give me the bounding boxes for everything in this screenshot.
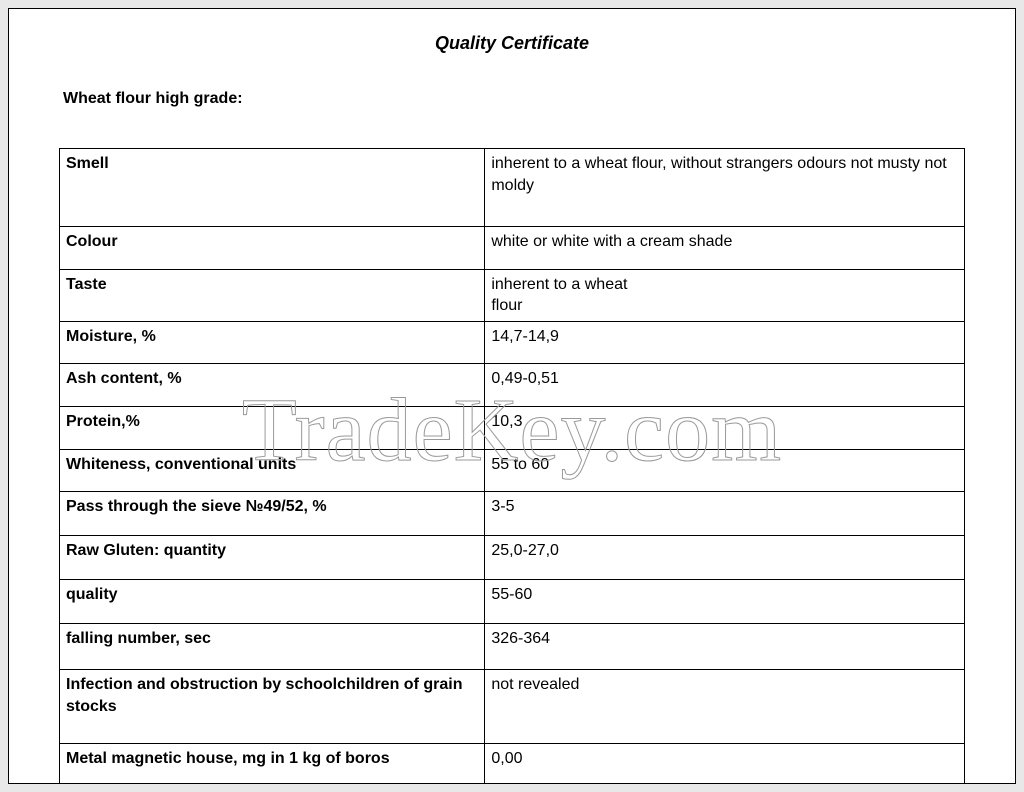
spec-value: inherent to a wheat flour xyxy=(485,269,965,321)
spec-name: Whiteness, conventional units xyxy=(60,449,485,492)
spec-value: 0,00 xyxy=(485,744,965,784)
spec-table: Smellinherent to a wheat flour, without … xyxy=(59,148,965,784)
spec-name: Metal magnetic house, mg in 1 kg of boro… xyxy=(60,744,485,784)
spec-name: Moisture, % xyxy=(60,321,485,364)
table-row: Infection and obstruction by schoolchild… xyxy=(60,670,965,744)
spec-name: Ash content, % xyxy=(60,364,485,407)
spec-value: 10,3 xyxy=(485,406,965,449)
spec-name: Infection and obstruction by schoolchild… xyxy=(60,670,485,744)
table-row: Moisture, %14,7-14,9 xyxy=(60,321,965,364)
spec-name: Smell xyxy=(60,149,485,227)
table-row: quality55-60 xyxy=(60,580,965,624)
spec-name: falling number, sec xyxy=(60,624,485,670)
table-row: Tasteinherent to a wheat flour xyxy=(60,269,965,321)
spec-value: inherent to a wheat flour, without stran… xyxy=(485,149,965,227)
spec-value: 0,49-0,51 xyxy=(485,364,965,407)
spec-value: 25,0-27,0 xyxy=(485,536,965,580)
table-row: Colourwhite or white with a cream shade xyxy=(60,227,965,270)
spec-name: Taste xyxy=(60,269,485,321)
spec-name: Raw Gluten: quantity xyxy=(60,536,485,580)
table-row: Whiteness, conventional units55 to 60 xyxy=(60,449,965,492)
spec-value: white or white with a cream shade xyxy=(485,227,965,270)
spec-name: Protein,% xyxy=(60,406,485,449)
spec-value: 55 to 60 xyxy=(485,449,965,492)
spec-value: 55-60 xyxy=(485,580,965,624)
table-row: Ash content, %0,49-0,51 xyxy=(60,364,965,407)
table-row: Pass through the sieve №49/52, %3-5 xyxy=(60,492,965,536)
spec-value: not revealed xyxy=(485,670,965,744)
spec-table-body: Smellinherent to a wheat flour, without … xyxy=(60,149,965,785)
spec-name: Pass through the sieve №49/52, % xyxy=(60,492,485,536)
document-page: Quality Certificate Wheat flour high gra… xyxy=(8,8,1016,784)
spec-value: 14,7-14,9 xyxy=(485,321,965,364)
table-row: Protein,%10,3 xyxy=(60,406,965,449)
spec-value: 326-364 xyxy=(485,624,965,670)
spec-name: Colour xyxy=(60,227,485,270)
table-row: falling number, sec326-364 xyxy=(60,624,965,670)
table-row: Smellinherent to a wheat flour, without … xyxy=(60,149,965,227)
product-subtitle: Wheat flour high grade: xyxy=(63,90,965,108)
table-row: Metal magnetic house, mg in 1 kg of boro… xyxy=(60,744,965,784)
table-row: Raw Gluten: quantity25,0-27,0 xyxy=(60,536,965,580)
page-title: Quality Certificate xyxy=(59,33,965,54)
spec-name: quality xyxy=(60,580,485,624)
spec-value: 3-5 xyxy=(485,492,965,536)
